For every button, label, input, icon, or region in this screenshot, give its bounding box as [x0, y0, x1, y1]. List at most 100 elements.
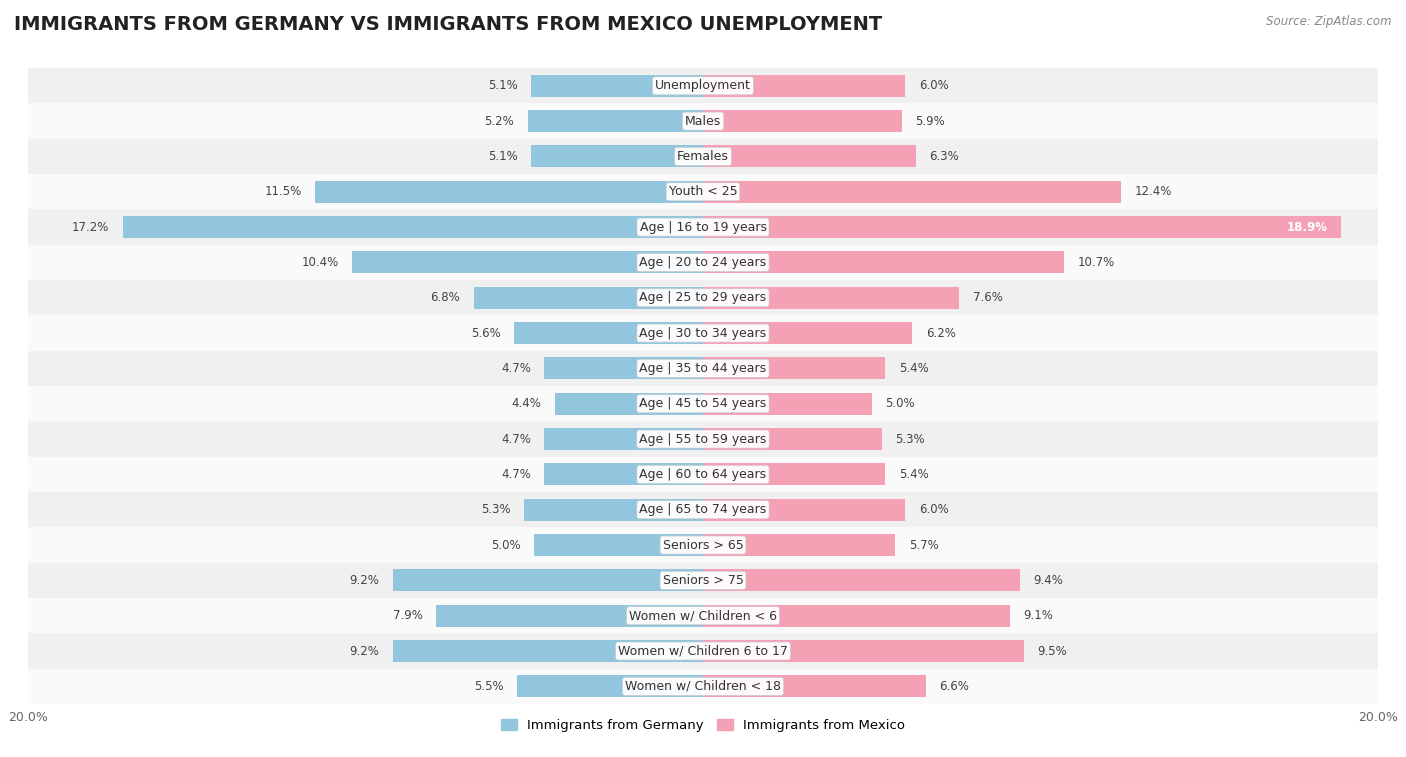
- Bar: [28, 422, 1378, 456]
- Text: 10.4%: 10.4%: [301, 256, 339, 269]
- Text: 6.3%: 6.3%: [929, 150, 959, 163]
- Text: Unemployment: Unemployment: [655, 79, 751, 92]
- Text: 5.4%: 5.4%: [898, 468, 928, 481]
- Text: 9.2%: 9.2%: [349, 574, 380, 587]
- Text: Age | 16 to 19 years: Age | 16 to 19 years: [640, 220, 766, 234]
- Bar: [28, 174, 1378, 210]
- Text: Age | 35 to 44 years: Age | 35 to 44 years: [640, 362, 766, 375]
- Text: 9.2%: 9.2%: [349, 644, 380, 658]
- Bar: [28, 386, 1378, 422]
- Bar: [544, 428, 703, 450]
- Bar: [554, 393, 703, 415]
- Text: 6.0%: 6.0%: [920, 79, 949, 92]
- Text: IMMIGRANTS FROM GERMANY VS IMMIGRANTS FROM MEXICO UNEMPLOYMENT: IMMIGRANTS FROM GERMANY VS IMMIGRANTS FR…: [14, 15, 883, 34]
- Text: 4.7%: 4.7%: [501, 432, 531, 446]
- Text: 4.4%: 4.4%: [512, 397, 541, 410]
- Text: 11.5%: 11.5%: [264, 185, 301, 198]
- Text: Age | 20 to 24 years: Age | 20 to 24 years: [640, 256, 766, 269]
- Bar: [28, 245, 1378, 280]
- Text: 10.7%: 10.7%: [1077, 256, 1115, 269]
- Text: 4.7%: 4.7%: [501, 362, 531, 375]
- Text: Age | 60 to 64 years: Age | 60 to 64 years: [640, 468, 766, 481]
- Text: 5.3%: 5.3%: [481, 503, 510, 516]
- Text: Males: Males: [685, 114, 721, 128]
- Bar: [392, 569, 703, 591]
- Text: 5.5%: 5.5%: [474, 680, 503, 693]
- Bar: [515, 322, 703, 344]
- Text: 5.0%: 5.0%: [491, 538, 520, 552]
- Bar: [352, 251, 703, 273]
- Bar: [28, 68, 1378, 104]
- Bar: [527, 111, 703, 132]
- Bar: [703, 181, 1122, 203]
- Bar: [703, 675, 925, 697]
- Text: 6.2%: 6.2%: [925, 326, 956, 340]
- Bar: [28, 456, 1378, 492]
- Bar: [436, 605, 703, 627]
- Text: 5.9%: 5.9%: [915, 114, 945, 128]
- Bar: [703, 251, 1064, 273]
- Text: 5.2%: 5.2%: [484, 114, 515, 128]
- Bar: [28, 598, 1378, 634]
- Text: 4.7%: 4.7%: [501, 468, 531, 481]
- Text: 6.8%: 6.8%: [430, 291, 460, 304]
- Text: Females: Females: [678, 150, 728, 163]
- Bar: [531, 75, 703, 97]
- Bar: [524, 499, 703, 521]
- Bar: [28, 528, 1378, 562]
- Bar: [703, 217, 1341, 238]
- Text: 17.2%: 17.2%: [72, 220, 110, 234]
- Text: 5.3%: 5.3%: [896, 432, 925, 446]
- Text: 9.1%: 9.1%: [1024, 609, 1053, 622]
- Bar: [703, 322, 912, 344]
- Bar: [28, 280, 1378, 316]
- Bar: [703, 287, 959, 309]
- Bar: [703, 111, 903, 132]
- Text: Women w/ Children < 18: Women w/ Children < 18: [626, 680, 780, 693]
- Text: 5.6%: 5.6%: [471, 326, 501, 340]
- Text: Age | 25 to 29 years: Age | 25 to 29 years: [640, 291, 766, 304]
- Bar: [28, 350, 1378, 386]
- Legend: Immigrants from Germany, Immigrants from Mexico: Immigrants from Germany, Immigrants from…: [501, 719, 905, 732]
- Text: 18.9%: 18.9%: [1286, 220, 1327, 234]
- Text: Seniors > 75: Seniors > 75: [662, 574, 744, 587]
- Bar: [544, 463, 703, 485]
- Bar: [28, 104, 1378, 139]
- Text: 7.6%: 7.6%: [973, 291, 1002, 304]
- Bar: [28, 668, 1378, 704]
- Bar: [703, 428, 882, 450]
- Text: 9.4%: 9.4%: [1033, 574, 1063, 587]
- Bar: [28, 316, 1378, 350]
- Bar: [703, 145, 915, 167]
- Bar: [703, 499, 905, 521]
- Bar: [703, 393, 872, 415]
- Bar: [534, 534, 703, 556]
- Bar: [703, 75, 905, 97]
- Text: Women w/ Children < 6: Women w/ Children < 6: [628, 609, 778, 622]
- Bar: [703, 357, 886, 379]
- Bar: [703, 534, 896, 556]
- Text: Women w/ Children 6 to 17: Women w/ Children 6 to 17: [619, 644, 787, 658]
- Bar: [703, 463, 886, 485]
- Text: Source: ZipAtlas.com: Source: ZipAtlas.com: [1267, 15, 1392, 28]
- Text: 5.0%: 5.0%: [886, 397, 915, 410]
- Text: Seniors > 65: Seniors > 65: [662, 538, 744, 552]
- Bar: [703, 569, 1021, 591]
- Text: 12.4%: 12.4%: [1135, 185, 1173, 198]
- Text: Age | 30 to 34 years: Age | 30 to 34 years: [640, 326, 766, 340]
- Text: Age | 45 to 54 years: Age | 45 to 54 years: [640, 397, 766, 410]
- Bar: [544, 357, 703, 379]
- Bar: [392, 640, 703, 662]
- Text: 5.1%: 5.1%: [488, 150, 517, 163]
- Text: 5.1%: 5.1%: [488, 79, 517, 92]
- Text: 6.6%: 6.6%: [939, 680, 969, 693]
- Bar: [703, 640, 1024, 662]
- Text: Age | 65 to 74 years: Age | 65 to 74 years: [640, 503, 766, 516]
- Bar: [28, 492, 1378, 528]
- Text: 6.0%: 6.0%: [920, 503, 949, 516]
- Text: 9.5%: 9.5%: [1038, 644, 1067, 658]
- Bar: [28, 634, 1378, 668]
- Bar: [28, 139, 1378, 174]
- Bar: [703, 605, 1010, 627]
- Bar: [28, 210, 1378, 245]
